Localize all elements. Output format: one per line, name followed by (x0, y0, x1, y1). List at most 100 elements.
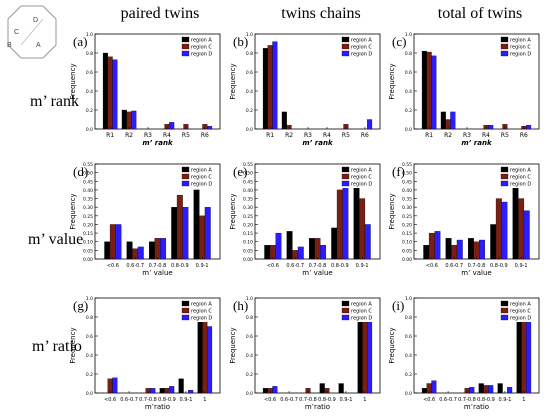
bar (193, 189, 200, 260)
panel-label: (c) (392, 34, 406, 49)
legend-swatch (181, 300, 190, 307)
bar (338, 383, 344, 394)
panel-label: (g) (73, 298, 88, 313)
bar (507, 387, 513, 394)
bar (456, 239, 463, 260)
y-tick-label: 0.4 (405, 353, 412, 359)
bar (107, 56, 113, 130)
legend-swatch (500, 314, 509, 321)
bar (445, 238, 452, 260)
bar (521, 314, 527, 394)
legend-label: region C (191, 309, 212, 315)
bar (308, 238, 315, 260)
legend-label: region A (191, 168, 212, 174)
x-tick-label: 0.9-1 (356, 263, 369, 269)
y-tick-label: 0.25 (402, 214, 412, 220)
legend-label: region C (191, 45, 212, 51)
bar (169, 122, 175, 130)
plot-frame (413, 33, 540, 130)
bar (109, 224, 116, 260)
panel-label: (i) (392, 298, 404, 313)
x-tick-label: R6 (201, 132, 209, 139)
legend-box (499, 36, 538, 58)
bar (357, 312, 363, 394)
bar (148, 241, 155, 260)
legend-label: region A (510, 302, 531, 308)
bar (421, 388, 427, 394)
bar (490, 224, 497, 260)
legend-label: region C (191, 175, 212, 181)
x-tick-label: 0.7-0.8 (468, 263, 486, 269)
x-tick-label: R5 (342, 132, 350, 139)
x-tick-label: 1 (522, 397, 525, 403)
x-tick-label: 1 (363, 397, 366, 403)
y-tick-label: 0.00 (83, 257, 93, 263)
y-tick-label: 0.40 (83, 188, 93, 194)
x-tick-label: 0.8-0.9 (158, 397, 176, 403)
legend-box (180, 166, 219, 188)
bar (176, 194, 183, 260)
inset-label-B: B (7, 42, 12, 49)
legend-swatch (500, 166, 509, 173)
y-tick-label: 0.40 (402, 188, 412, 194)
x-tick-label: 0.8-0.9 (318, 397, 336, 403)
panel-h: (h) Frequency 0.0 0.2 0.4 0.6 0.8 1.0 <0.6 0.6-0.… (229, 296, 381, 411)
column-title-total-of-twins: total of twins (438, 5, 522, 22)
bar (428, 232, 435, 260)
legend-label: region A (351, 302, 372, 308)
x-tick-label: 0.6-0.7 (280, 397, 298, 403)
bar (269, 245, 276, 260)
bar (264, 245, 271, 260)
legend-swatch (341, 300, 350, 307)
panel-f: (f) Frequency 0.00 0.05 0.10 0.15 0.20 0.25 0.30… (388, 162, 540, 277)
bar (353, 181, 360, 260)
bar (131, 110, 137, 130)
x-tick-label: R2 (125, 132, 133, 139)
bar (488, 385, 494, 394)
y-tick-label: 1.0 (405, 32, 412, 38)
x-tick-label: 0.7-0.8 (139, 397, 157, 403)
panel-label: (d) (73, 164, 88, 179)
bar (182, 207, 189, 260)
x-tick-label: R6 (361, 132, 369, 139)
bar (202, 321, 208, 394)
legend-box (340, 166, 379, 188)
legend-label: region A (510, 168, 531, 174)
y-tick-label: 0.6 (86, 70, 93, 76)
y-tick-label: 1.0 (246, 32, 253, 38)
y-tick-label: 0.4 (405, 89, 412, 95)
y-tick-label: 0.20 (402, 222, 412, 228)
bar (434, 231, 441, 260)
y-tick-label: 0.50 (83, 171, 93, 177)
x-tick-label: 0.6-0.7 (286, 263, 304, 269)
bar (364, 224, 371, 260)
legend-box (340, 36, 379, 58)
bar (126, 111, 132, 130)
y-tick-label: 1.0 (86, 32, 93, 38)
bar (518, 198, 525, 260)
bar (478, 383, 484, 394)
legend-label: region D (351, 182, 372, 188)
y-tick-label: 0.05 (402, 248, 412, 254)
legend-swatch (181, 166, 190, 173)
legend-swatch (500, 36, 509, 43)
y-tick-label: 0.8 (246, 315, 253, 321)
legend-swatch (341, 36, 350, 43)
legend-swatch (341, 173, 350, 180)
plot-frame (413, 297, 540, 394)
x-tick-label: R4 (163, 132, 171, 139)
legend-label: region A (191, 302, 212, 308)
y-tick-label: 0.4 (86, 353, 93, 359)
bar (440, 111, 446, 130)
bar (516, 312, 522, 394)
x-tick-label: R1 (106, 132, 114, 139)
bar (262, 388, 268, 394)
legend-label: region D (510, 182, 531, 188)
bar (467, 238, 474, 260)
y-tick-label: 0.50 (243, 171, 253, 177)
bar (199, 215, 206, 260)
y-axis-label: Frequency (388, 63, 396, 99)
x-tick-label: <0.6 (267, 263, 279, 269)
legend-label: region D (191, 182, 212, 188)
